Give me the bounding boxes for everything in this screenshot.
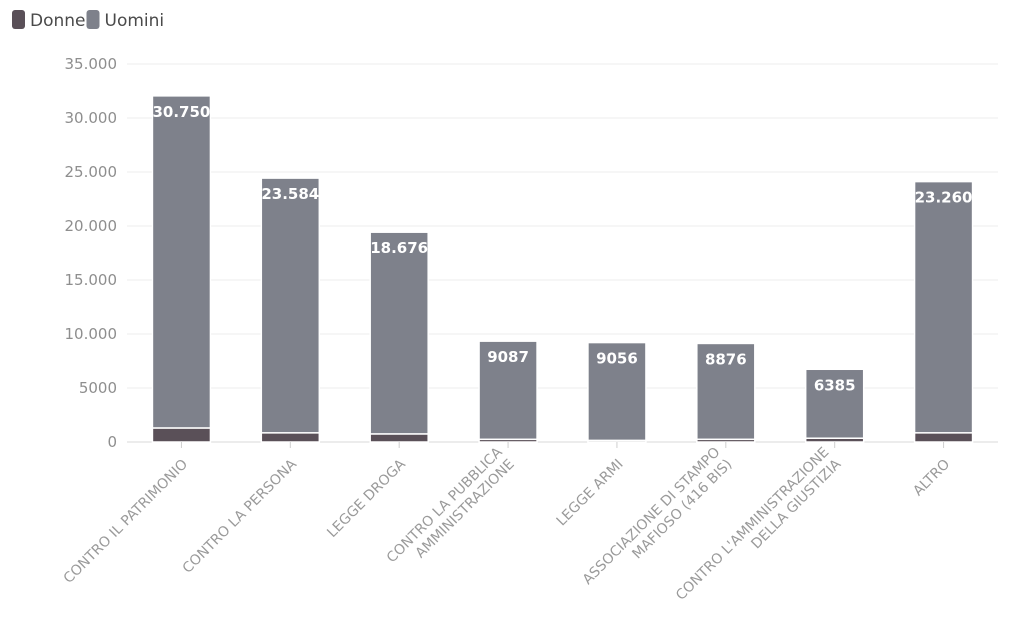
- data-label: 8876: [705, 350, 747, 368]
- bar-uomini: [260, 177, 321, 434]
- data-label: 23.584: [261, 185, 319, 203]
- x-tick-label: LEGGE ARMI: [554, 456, 627, 529]
- y-tick-label: 10.000: [65, 325, 118, 343]
- bar-uomini: [369, 231, 429, 435]
- x-tick-label-line: LEGGE DROGA: [324, 456, 409, 541]
- y-tick-label: 35.000: [65, 55, 118, 73]
- data-label: 6385: [814, 376, 856, 394]
- legend-label-donne: Donne: [30, 11, 86, 31]
- bar-donne: [913, 432, 974, 443]
- bars: [151, 95, 974, 443]
- x-tick-label-line: CONTRO IL PATRIMONIO: [61, 456, 192, 587]
- bar-uomini: [913, 180, 974, 434]
- x-tick-label: ALTRO: [910, 456, 953, 499]
- bar-uomini: [587, 341, 647, 442]
- bar-donne: [260, 432, 321, 443]
- x-tick-label-line: AMMINISTRAZIONE: [413, 456, 518, 561]
- y-tick-label: 25.000: [65, 163, 118, 181]
- y-axis-ticks: 0 5000 10.000 15.000 20.000 25.000 30.000 35.00…: [65, 55, 118, 451]
- data-label: 18.676: [370, 239, 428, 257]
- x-tick-label: CONTRO IL PATRIMONIO: [61, 456, 192, 587]
- legend-swatch-donne: [12, 10, 25, 29]
- x-tick-label: LEGGE DROGA: [324, 456, 409, 541]
- bar-uomini: [804, 368, 865, 439]
- y-tick-label: 30.000: [65, 109, 118, 127]
- data-label: 9056: [596, 350, 638, 368]
- legend: Donne Uomini: [12, 10, 164, 31]
- x-tick-label-line: LEGGE ARMI: [554, 456, 627, 529]
- gridlines: [127, 63, 998, 443]
- legend-swatch-uomini: [86, 10, 100, 29]
- legend-label-uomini: Uomini: [105, 11, 165, 31]
- y-tick-label: 5000: [79, 379, 117, 397]
- x-tick-label-line: CONTRO LA PERSONA: [180, 456, 301, 577]
- y-tick-label: 15.000: [65, 271, 118, 289]
- bar-uomini: [696, 342, 756, 441]
- bar-uomini: [151, 95, 212, 429]
- data-label: 30.750: [152, 103, 210, 121]
- data-label: 9087: [487, 348, 529, 366]
- x-tick-label-line: ALTRO: [910, 456, 953, 499]
- data-label: 23.260: [915, 189, 973, 207]
- bar-donne: [369, 433, 429, 443]
- bar-donne: [151, 427, 212, 443]
- x-tick-label: CONTRO LA PERSONA: [180, 456, 301, 577]
- y-tick-label: 0: [107, 433, 117, 451]
- data-labels: 30.750 23.584 18.676 9087 9056 8876 6385 23.260: [152, 103, 972, 394]
- y-tick-label: 20.000: [65, 217, 118, 235]
- bar-uomini: [478, 340, 538, 441]
